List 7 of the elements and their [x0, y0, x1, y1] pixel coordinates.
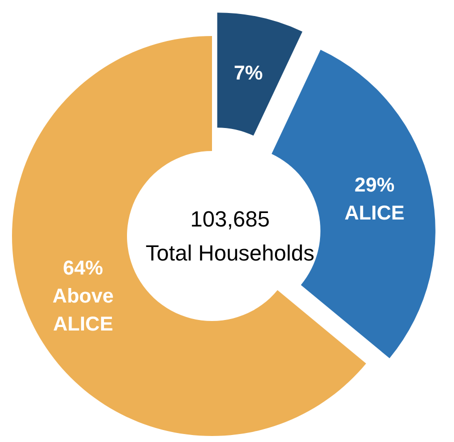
data-label: 29% [354, 174, 395, 197]
text: 103,685 [190, 206, 270, 232]
text: Total Households [146, 240, 314, 266]
slice-label: ALICE [344, 202, 404, 225]
data-label: 7% [234, 62, 263, 85]
data-label: 64% [63, 258, 104, 280]
slice-label: Above ALICE [52, 286, 114, 336]
